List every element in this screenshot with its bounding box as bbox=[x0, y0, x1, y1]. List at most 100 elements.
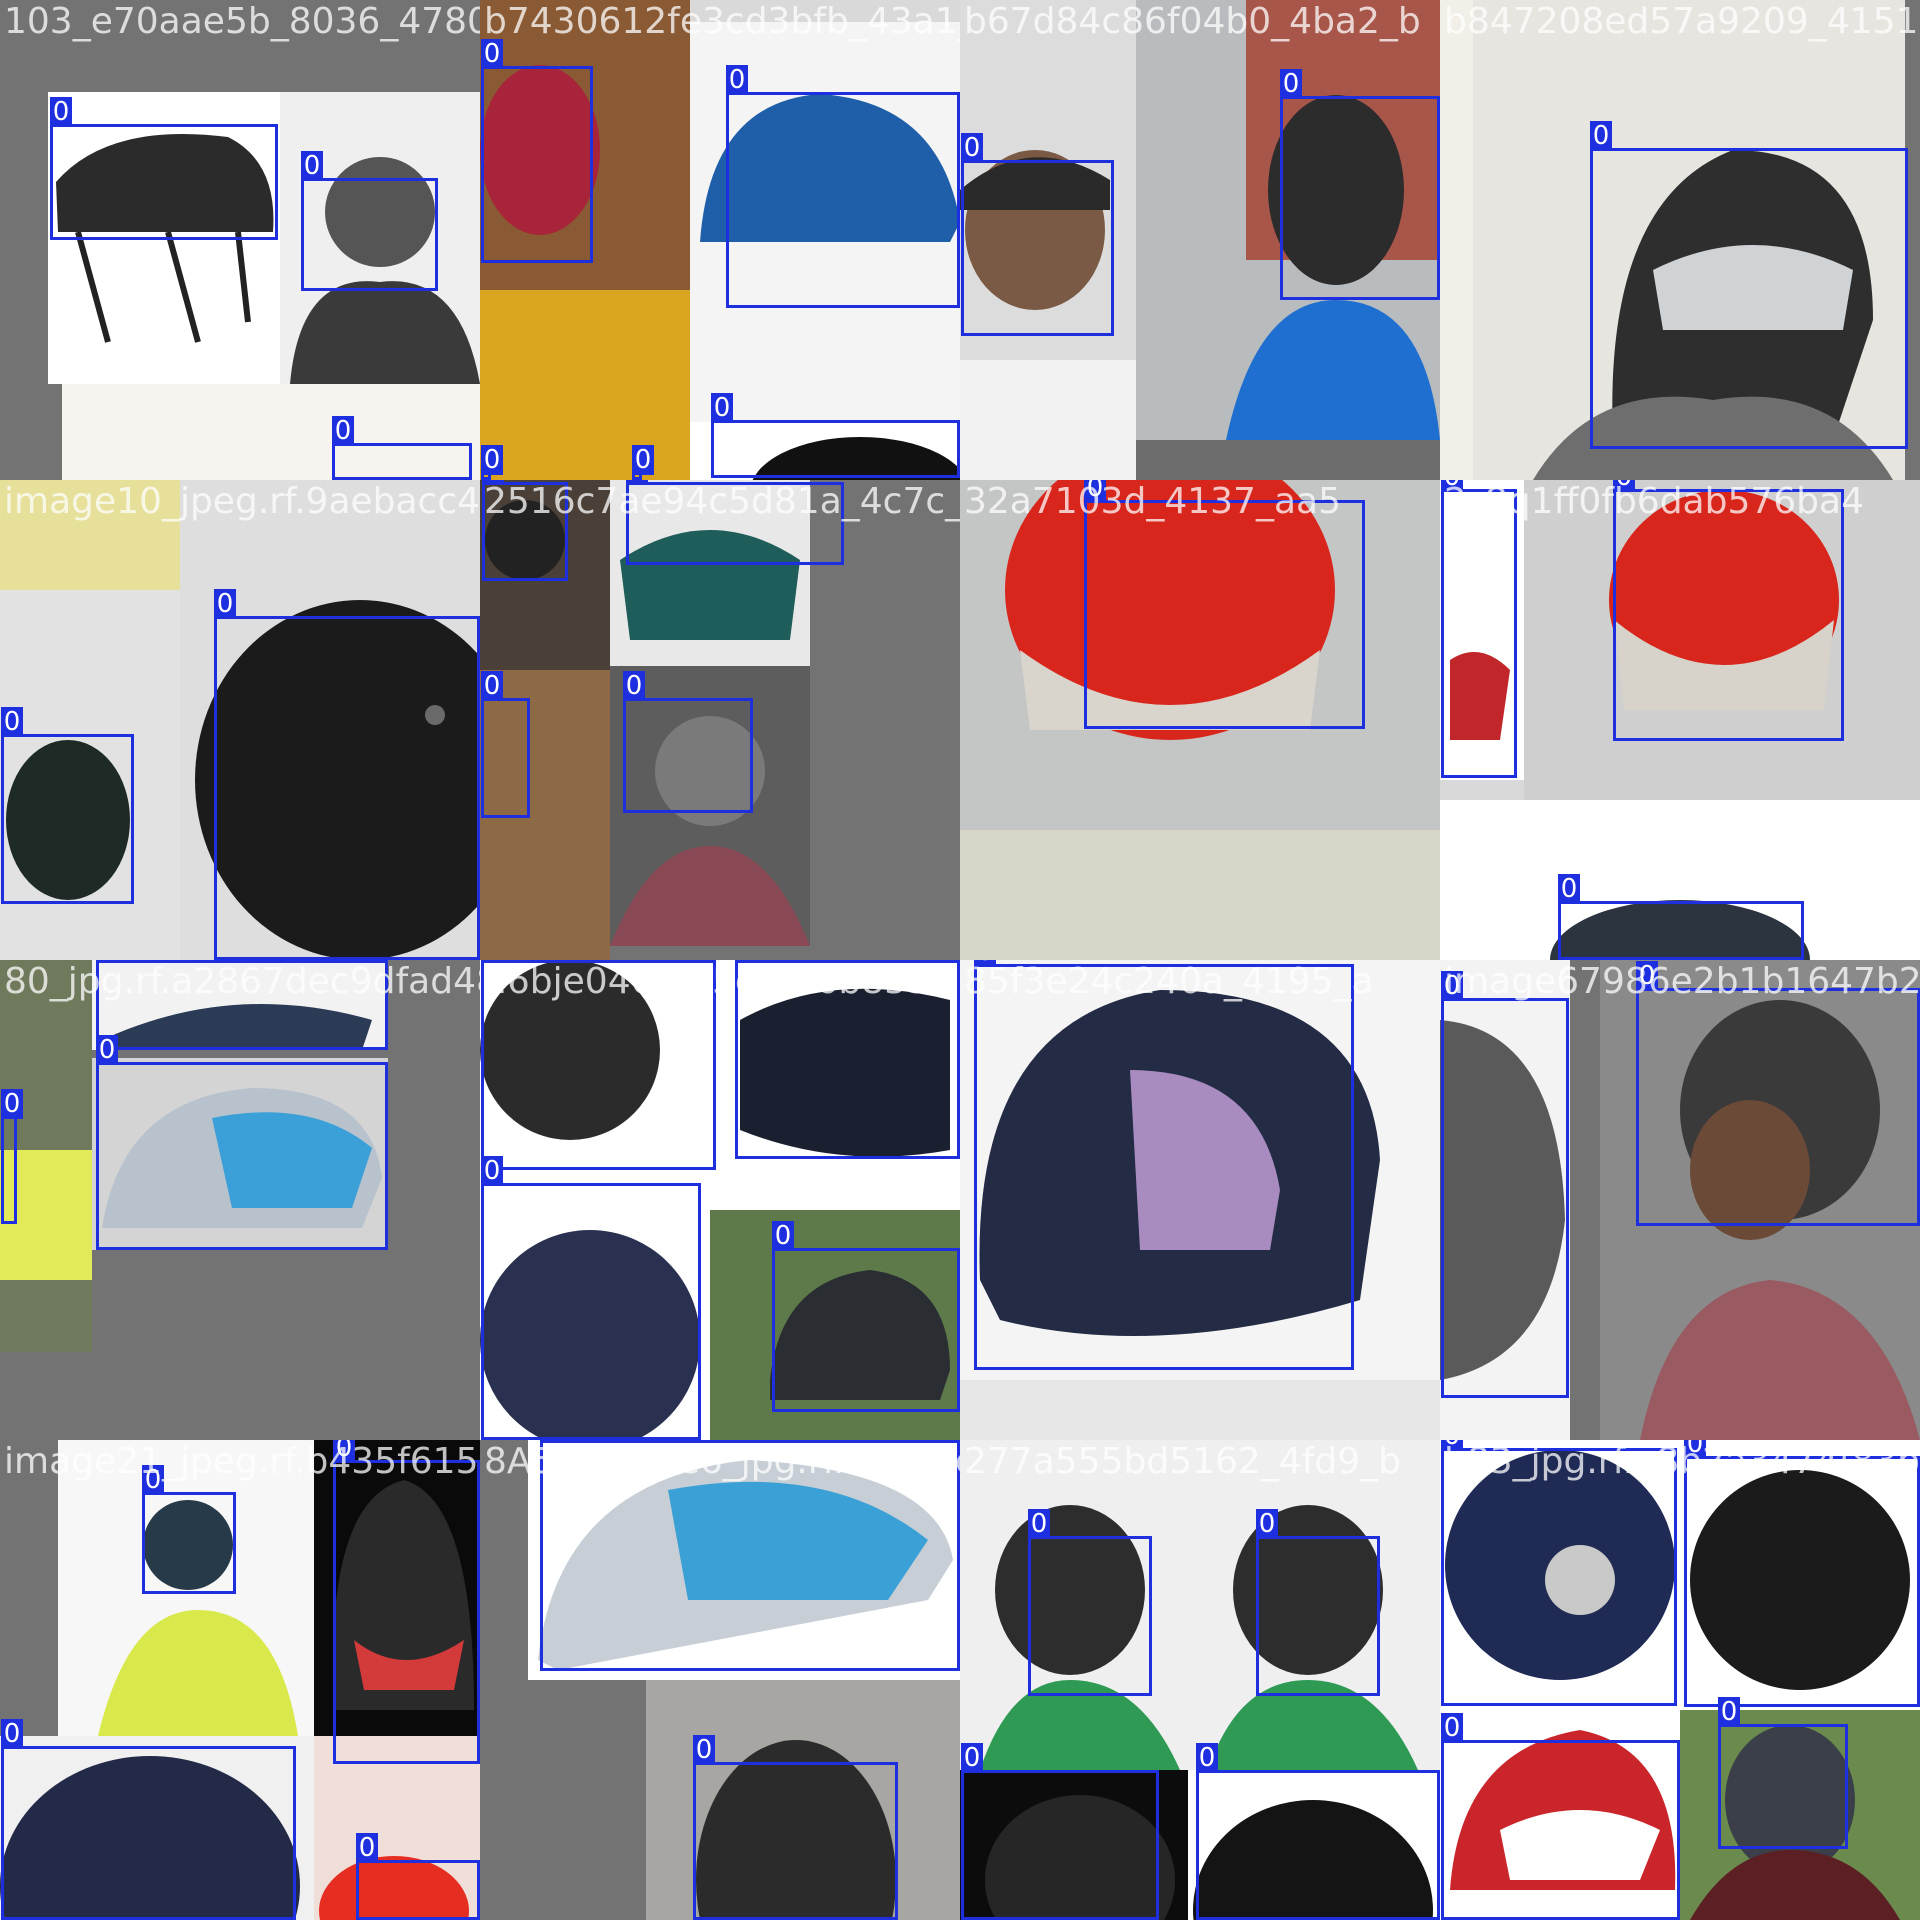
mosaic-tile: 8A5c80a8fe6_jpg.rf.7c56ae 0 0 bbox=[480, 1440, 960, 1920]
class-label: 0 bbox=[1, 1089, 23, 1119]
class-label: 0 bbox=[1, 1719, 23, 1749]
photo-patch bbox=[960, 0, 1136, 480]
class-label: 0 bbox=[1196, 1743, 1218, 1773]
class-label: 0 bbox=[333, 1440, 355, 1463]
photo-patch bbox=[960, 960, 1440, 1440]
detection-box: 0 bbox=[1196, 1743, 1440, 1920]
photo-patch bbox=[1440, 960, 1570, 1440]
detection-box: 0 bbox=[1, 1089, 23, 1224]
photo-patch bbox=[1440, 0, 1473, 480]
detection-box: 0 bbox=[626, 480, 844, 565]
photo-patch bbox=[690, 422, 960, 480]
photo-patch bbox=[1905, 0, 1920, 480]
mosaic-tile: image67986e2b1b1647b2 0 0 bbox=[1440, 960, 1920, 1440]
mosaic-tile: 2516c7ae94c5d81a_4c7c_ 0 0 0 0 bbox=[480, 480, 960, 960]
detection-box: 0 bbox=[1084, 480, 1365, 729]
photo-patch bbox=[1440, 800, 1920, 960]
detection-box: 0 bbox=[961, 1743, 1159, 1920]
detection-box: 0 bbox=[96, 1035, 388, 1250]
detection-box: 0 bbox=[482, 480, 568, 581]
photo-patch bbox=[480, 1210, 710, 1440]
helmet-image bbox=[1193, 1800, 1433, 1920]
mosaic-tile: 80_jpg.rf.a2867dec9dfad48 0 0 0 bbox=[0, 960, 480, 1440]
helmet-image bbox=[1450, 652, 1510, 740]
class-label: 0 bbox=[1684, 1440, 1706, 1459]
class-label: 0 bbox=[772, 1221, 794, 1251]
helmet-image bbox=[195, 600, 480, 960]
mosaic-tile: 32a7103d_4137_aa5 0 bbox=[960, 480, 1440, 960]
helmet-image bbox=[1609, 490, 1839, 710]
detection-box: 0 bbox=[1590, 121, 1908, 449]
class-label: 0 bbox=[726, 65, 748, 95]
helmet-image bbox=[480, 960, 950, 1157]
detection-box: 0 bbox=[214, 589, 480, 960]
helmet-image bbox=[480, 1230, 700, 1440]
photo-patch bbox=[1600, 960, 1920, 1440]
photo-patch bbox=[1188, 1770, 1440, 1920]
photo-patch bbox=[610, 666, 810, 946]
mosaic-tile: b67d84c86f04b0_4ba2_b 0 0 bbox=[960, 0, 1440, 480]
person-image bbox=[290, 157, 480, 384]
detection-box: 0 bbox=[1256, 1509, 1380, 1696]
class-label: 0 bbox=[693, 1735, 715, 1765]
detection-box: 0 bbox=[772, 1221, 960, 1412]
photo-patch bbox=[1473, 0, 1905, 480]
photo-patch bbox=[92, 960, 388, 1050]
class-label: 0 bbox=[1, 707, 23, 737]
mosaic-tile: 277a555bd5162_4fd9_b 0 0 0 0 bbox=[960, 1440, 1440, 1920]
detection-box: 0 bbox=[1441, 1440, 1677, 1706]
photo-patch bbox=[610, 480, 810, 666]
person-image bbox=[1208, 1505, 1418, 1770]
photo-patch bbox=[960, 1770, 1188, 1920]
helmet-image bbox=[538, 1460, 953, 1670]
photo-patch bbox=[58, 1440, 314, 1736]
detection-box: 0 bbox=[693, 1735, 898, 1920]
detection-box: 0 bbox=[1636, 961, 1920, 1226]
photo-patch bbox=[280, 92, 480, 384]
helmet-image bbox=[1550, 900, 1810, 960]
class-label: 0 bbox=[632, 445, 654, 475]
class-label: 0 bbox=[142, 1465, 164, 1495]
detection-box: 0 bbox=[1, 707, 134, 904]
photo-patch bbox=[1524, 480, 1920, 800]
detection-box: 0 bbox=[481, 445, 503, 480]
class-label: 0 bbox=[1256, 1509, 1278, 1539]
person-image bbox=[610, 716, 810, 946]
mosaic-tile: 2_8q1ff0fb6dab576ba4 0 0 0 bbox=[1440, 480, 1920, 960]
detection-box: 0 bbox=[356, 1833, 480, 1920]
class-label: 0 bbox=[481, 1156, 503, 1186]
class-label: 0 bbox=[711, 393, 733, 423]
photo-patch bbox=[480, 0, 690, 480]
detection-box: 0 bbox=[333, 1440, 480, 1764]
class-label: 0 bbox=[1441, 971, 1463, 1001]
detection-box: 0 bbox=[481, 1156, 701, 1440]
mosaic-tile: 103_e70aae5b_8036_4780_b 0 0 0 bbox=[0, 0, 480, 480]
detection-box: 0 bbox=[1441, 971, 1569, 1398]
class-label: 0 bbox=[626, 480, 648, 485]
photo-patch bbox=[1440, 480, 1524, 780]
class-label: 0 bbox=[623, 671, 645, 701]
helmet-image bbox=[985, 1795, 1175, 1920]
class-label: 0 bbox=[1441, 1440, 1463, 1451]
mosaic-tile: b83_jpg.rf.e8b2a3474f83b6 0 0 0 0 bbox=[1440, 1440, 1920, 1920]
helmet-image bbox=[332, 1480, 474, 1710]
helmet-image bbox=[1445, 1450, 1675, 1680]
photo-patch bbox=[480, 480, 610, 670]
class-label: 0 bbox=[50, 97, 72, 127]
detection-box: 0 bbox=[623, 671, 753, 813]
class-label: 0 bbox=[540, 1440, 562, 1443]
person-image bbox=[960, 150, 1136, 480]
photo-patch bbox=[1188, 1440, 1440, 1770]
class-label: 0 bbox=[96, 1035, 118, 1065]
photo-patch bbox=[92, 1058, 388, 1250]
helmet-image bbox=[0, 480, 180, 900]
detection-box: 0 bbox=[1613, 480, 1844, 741]
detection-box: 0 bbox=[735, 960, 960, 1159]
mosaic-tile: 85f3e24c240a_4195_a 0 bbox=[960, 960, 1440, 1440]
helmet-image bbox=[960, 990, 1440, 1440]
detection-box: 0 bbox=[481, 39, 593, 263]
helmet-image bbox=[56, 134, 274, 343]
detection-box: 0 bbox=[1684, 1440, 1920, 1707]
person-image bbox=[1640, 1000, 1920, 1440]
photo-patch bbox=[0, 480, 180, 960]
